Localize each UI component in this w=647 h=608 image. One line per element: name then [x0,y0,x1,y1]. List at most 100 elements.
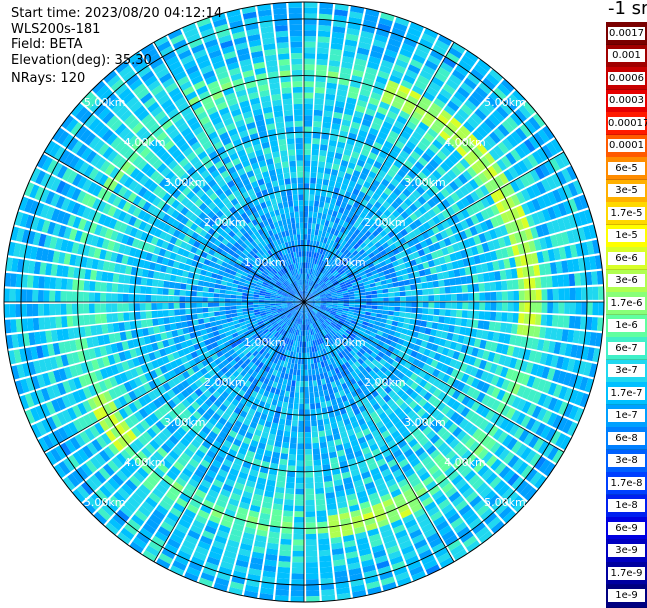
range-gate-cell [112,283,118,292]
range-gate-cell [366,295,372,298]
range-gate-cell [311,172,317,178]
range-gate-cell [298,421,304,427]
range-gate-cell [370,287,376,291]
range-gate-cell [151,287,157,294]
range-gate-cell [123,294,129,302]
range-gate-cell [95,293,101,302]
range-gate-cell [282,442,289,448]
range-gate-cell [113,323,120,332]
range-gate-cell [338,298,344,300]
range-gate-cell [462,293,468,300]
range-gate-cell [10,304,16,317]
range-gate-cell [151,303,157,310]
range-gate-cell [535,277,542,288]
range-gate-cell [434,295,440,301]
range-gate-cell [295,392,300,398]
range-gate-cell [38,290,44,302]
range-gate-cell [318,36,330,43]
range-gate-cell [185,303,191,308]
range-gate-cell [210,321,216,326]
range-gate-cell [575,287,581,300]
range-gate-cell [191,291,197,296]
range-gate-cell [95,314,101,324]
range-gate-cell [304,104,313,110]
range-gate-cell [581,287,587,300]
range-gate-cell [325,162,332,169]
range-gate-cell [507,280,513,290]
range-gate-cell [61,316,68,327]
range-gate-cell [291,426,297,432]
range-gate-cell [297,364,300,370]
range-gate-cell [304,42,316,48]
range-gate-cell [393,316,399,321]
range-gate-cell [101,272,108,282]
range-gate-cell [312,138,320,144]
range-gate-cell [78,304,84,314]
range-gate-cell [285,368,289,374]
range-gate-cell [501,312,507,321]
range-gate-cell [323,173,330,180]
range-gate-cell [273,446,281,453]
range-gate-cell [312,375,316,381]
range-gate-cell [288,374,292,380]
range-gate-cell [225,303,231,307]
range-gate-cell [315,93,325,99]
range-gate-cell [83,304,89,314]
range-gate-cell [314,201,319,207]
range-gate-cell [321,453,329,460]
range-gate-cell [286,385,291,391]
range-gate-cell [397,322,404,328]
range-gate-cell [317,380,322,386]
range-gate-cell [417,308,423,314]
range-gate-cell [305,472,313,478]
range-gate-cell [306,534,317,540]
range-gate-cell [242,299,248,302]
range-gate-cell [313,380,317,386]
range-gate-cell [307,245,310,251]
range-gate-cell [243,290,249,294]
range-gate-cell [315,403,320,409]
range-gate-cell [304,121,312,127]
range-gate-cell [291,579,304,585]
range-gate-cell [141,320,148,328]
range-gate-cell [170,275,177,282]
range-gate-cell [197,313,203,318]
range-gate-cell [323,418,329,425]
range-gate-cell [275,589,289,596]
range-gate-cell [438,280,444,287]
range-gate-cell [474,302,480,310]
range-gate-cell [304,200,309,206]
range-gate-cell [305,409,310,415]
range-gate-cell [270,299,276,301]
range-gate-cell [209,283,215,288]
range-gate-cell [208,312,214,317]
range-gate-cell [231,287,237,291]
range-gate-cell [314,391,319,397]
range-gate-cell [467,311,473,319]
range-gate-cell [318,161,325,167]
range-gate-cell [299,409,304,415]
range-gate-cell [305,494,314,500]
range-gate-cell [304,177,310,183]
range-gate-cell [343,304,349,306]
range-gate-cell [175,316,181,322]
range-gate-cell [427,282,433,288]
range-gate-cell [313,115,322,121]
range-gate-cell [328,388,334,395]
range-gate-cell [541,289,547,300]
range-gate-cell [278,561,290,568]
range-gate-cell [100,303,106,312]
range-gate-cell [440,302,446,308]
range-gate-cell [202,292,208,297]
range-gate-cell [432,322,439,329]
range-gate-cell [179,303,185,309]
range-gate-cell [311,155,318,161]
range-gate-cell [311,161,318,167]
range-gate-cell [295,489,304,495]
range-gate-cell [84,315,90,325]
range-gate-cell [295,500,304,506]
range-gate-cell [292,415,298,421]
range-gate-cell [387,283,393,288]
range-gate-cell [163,310,169,317]
range-gate-cell [298,438,304,444]
